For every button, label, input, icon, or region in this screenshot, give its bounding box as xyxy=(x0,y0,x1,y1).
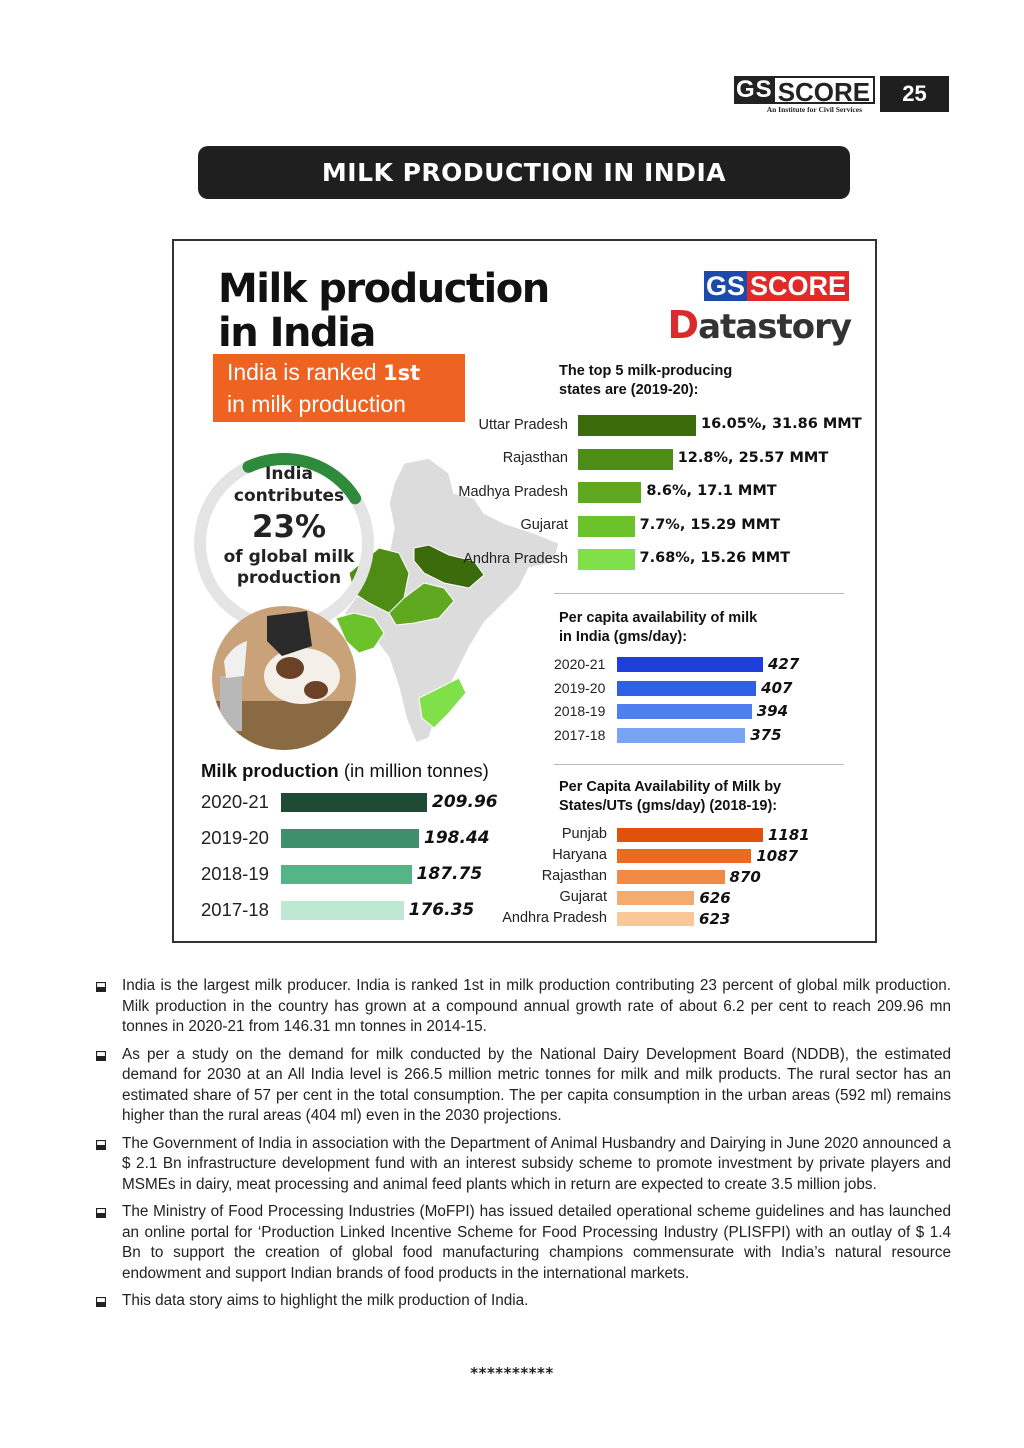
bar xyxy=(281,901,404,920)
bar xyxy=(617,849,752,863)
bar-value-label: 623 xyxy=(699,909,731,928)
logo-score: SCORE xyxy=(774,76,876,106)
milk-production-title: Milk production (in million tonnes) xyxy=(201,760,489,781)
bullet-item: The Government of India in association w… xyxy=(96,1134,951,1196)
bar xyxy=(617,870,725,884)
contribution-percent: 23% xyxy=(251,509,327,545)
bar xyxy=(617,828,763,842)
bar-label: Uttar Pradesh xyxy=(478,416,568,433)
bar xyxy=(617,912,695,926)
bar-value-label: 209.96 xyxy=(432,791,498,812)
bar-label: 2020-21 xyxy=(554,656,606,673)
bar-label: 2017-18 xyxy=(554,726,606,743)
india-map-icon xyxy=(335,457,560,744)
infographic: Milk production in India GS SCORE Datast… xyxy=(172,239,877,943)
bar-label: Punjab xyxy=(561,826,607,843)
bar xyxy=(617,891,695,905)
bullet-icon xyxy=(96,1139,106,1150)
bullet-item: India is the largest milk producer. Indi… xyxy=(96,976,951,1038)
logo-gs: GS xyxy=(734,76,775,104)
bar xyxy=(578,415,696,436)
bar-label: Haryana xyxy=(552,847,607,864)
bar-label: Andhra Pradesh xyxy=(463,550,568,567)
per-capita-title: Per capita availability of milk in India… xyxy=(559,610,758,645)
gs-score-logo: GS SCORE An Institute for Civil Services xyxy=(734,76,876,114)
bar-label: Andhra Pradesh xyxy=(502,910,607,927)
bar-label: 2019-20 xyxy=(554,679,606,696)
bar-value-label: 394 xyxy=(756,702,789,721)
bar xyxy=(617,680,757,696)
bar xyxy=(578,482,642,503)
infographic-title: Milk production in India xyxy=(218,266,550,356)
bar-value-label: 8.6%, 17.1 MMT xyxy=(646,483,777,500)
bar xyxy=(617,704,752,719)
bullet-item: This data story aims to highlight the mi… xyxy=(96,1291,951,1312)
bar-value-label: 427 xyxy=(768,655,800,674)
bar xyxy=(617,727,746,743)
bar xyxy=(578,515,635,537)
rank-callout: India is ranked 1st in milk production xyxy=(213,354,465,422)
bar-value-label: 7.68%, 15.26 MMT xyxy=(639,550,791,567)
bar-label: Gujarat xyxy=(520,517,568,534)
bar xyxy=(617,657,763,672)
divider xyxy=(554,593,844,594)
bar-label: 2018-19 xyxy=(554,703,606,720)
bar xyxy=(578,448,673,470)
ds-logo-gs: GS xyxy=(703,271,747,301)
bar-label: Rajasthan xyxy=(541,868,607,885)
datastory-logo: GS SCORE Datastory xyxy=(639,271,859,351)
bullet-icon xyxy=(96,1297,106,1307)
per-capita-states-title: Per Capita Availability of Milk by State… xyxy=(559,779,782,814)
ds-logo-datastory: Datastory xyxy=(667,303,852,347)
top-states-title: The top 5 milk-producing states are (201… xyxy=(559,363,733,398)
bar-value-label: 407 xyxy=(761,678,793,697)
bar-label: 2017-18 xyxy=(201,899,269,921)
logo-tagline: An Institute for Civil Services xyxy=(766,105,862,114)
bar-value-label: 198.44 xyxy=(423,827,490,848)
bar-label: Gujarat xyxy=(559,889,607,906)
bar-label: 2019-20 xyxy=(201,827,269,849)
bar-value-label: 1181 xyxy=(768,825,810,844)
bar-value-label: 626 xyxy=(699,888,731,907)
bullet-icon xyxy=(96,1050,106,1061)
bar xyxy=(281,793,427,812)
bullet-item: As per a study on the demand for milk co… xyxy=(96,1045,951,1127)
cow-milk-photo xyxy=(212,606,356,750)
bullet-icon xyxy=(96,1208,106,1218)
bar-value-label: 870 xyxy=(729,867,761,886)
divider xyxy=(554,764,844,765)
page-number: 25 xyxy=(880,76,949,112)
bar-value-label: 176.35 xyxy=(408,899,475,920)
bar-value-label: 12.8%, 25.57 MMT xyxy=(677,449,829,466)
bar-label: 2020-21 xyxy=(201,791,269,813)
bullet-icon xyxy=(96,982,106,992)
bar-value-label: 187.75 xyxy=(416,863,483,884)
bullet-item: The Ministry of Food Processing Industri… xyxy=(96,1202,951,1284)
bar-value-label: 1087 xyxy=(756,846,799,865)
bar-label: 2018-19 xyxy=(201,863,269,885)
bar-label: Rajasthan xyxy=(502,450,568,467)
ds-logo-score: SCORE xyxy=(746,271,849,301)
bullet-list: India is the largest milk producer. Indi… xyxy=(96,976,951,1319)
bar xyxy=(281,829,419,848)
section-banner: MILK PRODUCTION IN INDIA xyxy=(198,146,850,199)
bar-value-label: 7.7%, 15.29 MMT xyxy=(639,516,781,533)
bar-value-label: 16.05%, 31.86 MMT xyxy=(701,416,862,433)
contribution-text: India contributes 23% of global milk pro… xyxy=(204,463,374,589)
bar xyxy=(281,865,412,884)
bar-value-label: 375 xyxy=(750,725,782,744)
bar xyxy=(578,549,635,570)
footer-stars: ********** xyxy=(470,1364,554,1382)
bar-label: Madhya Pradesh xyxy=(458,483,568,500)
